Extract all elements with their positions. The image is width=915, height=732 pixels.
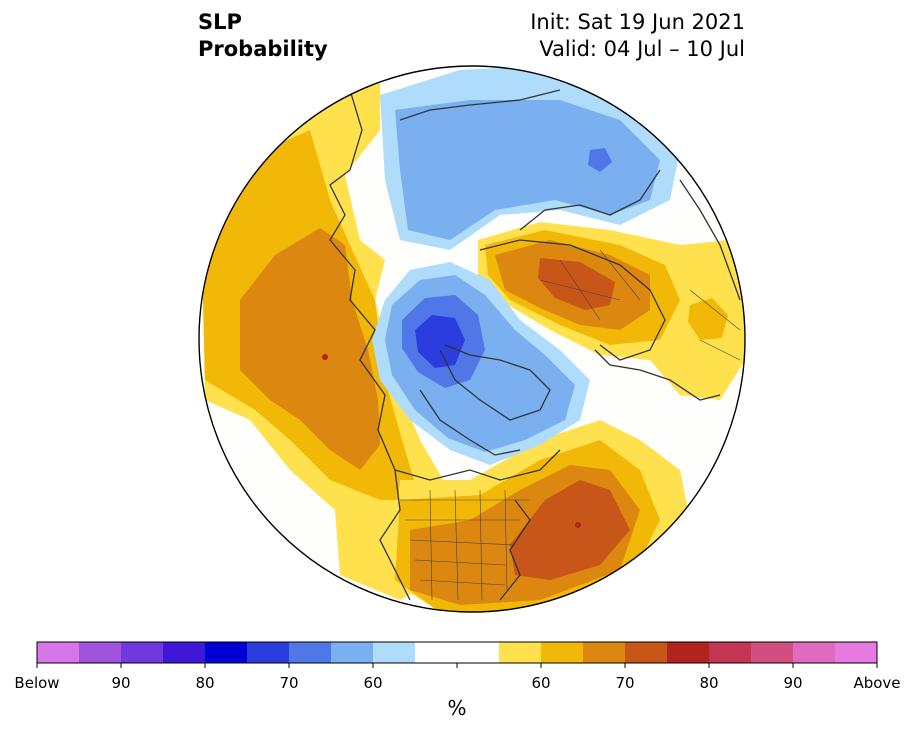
borders xyxy=(400,249,741,601)
colorbar-tick-label: 90 xyxy=(111,674,131,692)
pacific-above-70 xyxy=(240,228,380,470)
colorbar-swatch xyxy=(751,642,794,663)
east-europe-above-60 xyxy=(688,298,728,340)
map-border-circle xyxy=(198,65,746,613)
colorbar-swatch xyxy=(709,642,752,663)
variable-label: SLP xyxy=(198,10,242,34)
units-label: % xyxy=(447,696,467,720)
colorbar-tick-label: 70 xyxy=(615,674,635,692)
coastlines xyxy=(329,89,741,601)
colorbar-swatch xyxy=(163,642,206,663)
colorbar-tick-label: 80 xyxy=(195,674,215,692)
valid-range-label: Valid: 04 Jul – 10 Jul xyxy=(539,37,745,61)
colorbar-swatch xyxy=(793,642,836,663)
colorbar-tick-label: 70 xyxy=(279,674,299,692)
max-dot-pacific xyxy=(322,354,328,360)
arctic-below-75 xyxy=(415,315,465,368)
colorbar-swatch xyxy=(499,642,542,663)
colorbar-tick-label: 80 xyxy=(699,674,719,692)
colorbar-tick-label: Above xyxy=(853,674,901,692)
max-dot-atlantic xyxy=(575,522,581,528)
colorbar-swatch xyxy=(457,642,500,663)
init-date-label: Init: Sat 19 Jun 2021 xyxy=(530,10,745,34)
colorbar-swatch xyxy=(289,642,332,663)
colorbar-swatch xyxy=(121,642,164,663)
colorbar-swatch xyxy=(37,642,80,663)
colorbar-swatch xyxy=(541,642,584,663)
product-label: Probability xyxy=(198,37,328,61)
colorbar-tick-label: 60 xyxy=(363,674,383,692)
chart-title-left: SLP Probability xyxy=(198,9,328,63)
colorbar-swatch xyxy=(205,642,248,663)
colorbar-swatch xyxy=(79,642,122,663)
colorbar-swatch xyxy=(583,642,626,663)
probability-field xyxy=(199,66,745,612)
asia-below-60 xyxy=(395,100,660,240)
colorbar-swatch xyxy=(835,642,878,663)
colorbar-swatch xyxy=(667,642,710,663)
colorbar-swatch xyxy=(373,642,416,663)
asia-below-70 xyxy=(588,148,612,172)
eurasia-above-75 xyxy=(538,258,615,310)
colorbar-swatch xyxy=(247,642,290,663)
atlantic-above-75 xyxy=(510,480,630,580)
colorbar-tick-label: 90 xyxy=(783,674,803,692)
colorbar-swatch xyxy=(625,642,668,663)
chart-title-right: Init: Sat 19 Jun 2021 Valid: 04 Jul – 10… xyxy=(530,9,745,63)
colorbar-tick-label: 60 xyxy=(531,674,551,692)
colorbar xyxy=(36,641,878,668)
polar-map xyxy=(198,65,746,613)
colorbar-swatch xyxy=(415,642,458,663)
colorbar-tick-label: Below xyxy=(14,674,60,692)
colorbar-swatch xyxy=(331,642,374,663)
